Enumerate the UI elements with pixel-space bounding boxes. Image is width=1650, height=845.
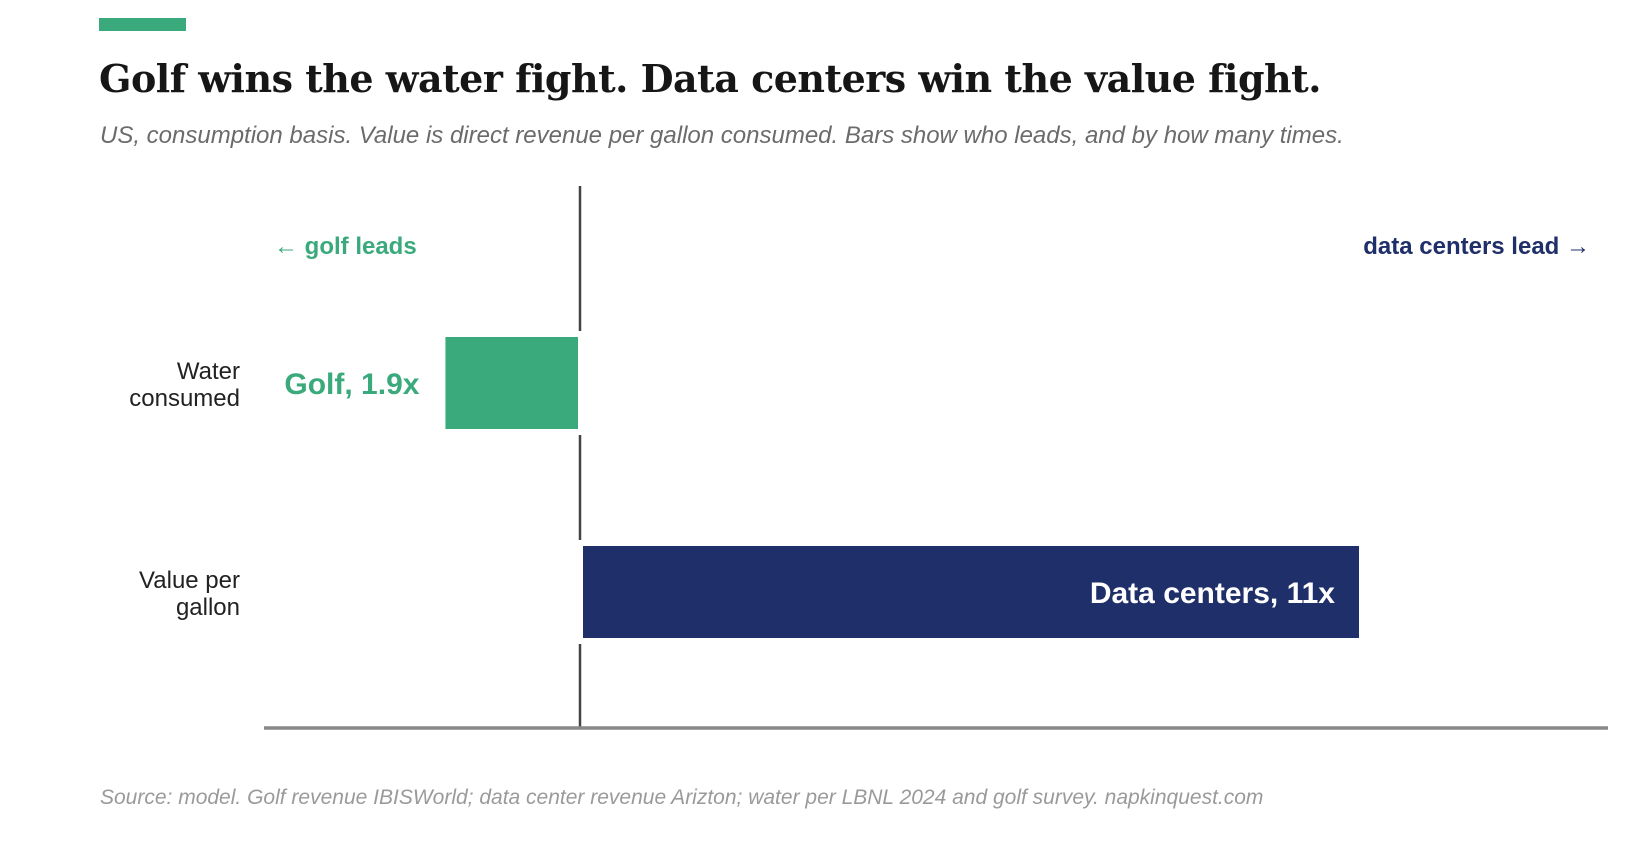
data-label-golf: Golf, 1.9x <box>284 368 419 401</box>
category-label: Value per gallon <box>139 567 240 621</box>
direction-label-right: data centers lead → <box>1363 233 1590 260</box>
category-label-line: consumed <box>129 385 240 412</box>
source-note: Source: model. Golf revenue IBISWorld; d… <box>100 786 1264 809</box>
chart-title: Golf wins the water fight. Data centers … <box>99 56 1321 101</box>
category-label-line: Water <box>177 358 240 385</box>
category-label: Water consumed <box>129 358 240 412</box>
category-label-line: Value per <box>139 567 240 594</box>
direction-label-left: ← golf leads <box>274 233 417 260</box>
accent-bar <box>99 18 186 31</box>
bar-golf <box>445 337 578 429</box>
data-label-data-centers: Data centers, 11x <box>1090 577 1335 610</box>
chart-subtitle: US, consumption basis. Value is direct r… <box>100 122 1344 149</box>
category-label-line: gallon <box>176 594 240 621</box>
bar-data-centers <box>583 546 1359 638</box>
